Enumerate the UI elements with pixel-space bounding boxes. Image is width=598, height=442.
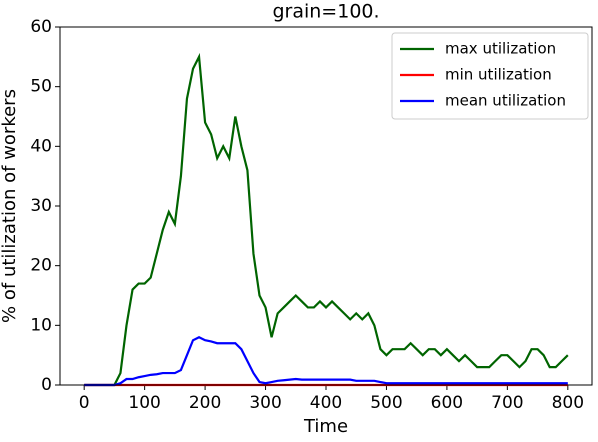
legend-label: max utilization (445, 40, 556, 58)
y-tick-label: 50 (30, 77, 52, 97)
y-tick-label: 0 (41, 375, 52, 395)
y-tick-label: 40 (30, 136, 52, 156)
x-tick-label: 400 (310, 393, 342, 413)
x-tick-label: 700 (491, 393, 523, 413)
legend-label: min utilization (445, 66, 552, 84)
legend-label: mean utilization (445, 92, 566, 110)
y-axis-label: % of utilization of workers (0, 89, 20, 323)
x-tick-label: 600 (431, 393, 463, 413)
x-tick-label: 500 (370, 393, 402, 413)
series-line (84, 52, 569, 387)
series-line (84, 336, 568, 387)
chart-title: grain=100. (272, 1, 379, 23)
x-axis-label: Time (303, 416, 348, 437)
legend-box (391, 32, 589, 120)
plot-frame (59, 26, 593, 386)
x-tick-label: 200 (189, 393, 221, 413)
y-tick-label: 30 (30, 196, 52, 216)
x-tick-label: 800 (552, 393, 584, 413)
y-tick-label: 20 (30, 256, 52, 276)
x-tick-label: 0 (79, 393, 90, 413)
x-tick-label: 100 (128, 393, 160, 413)
y-tick-label: 60 (30, 17, 52, 37)
y-tick-label: 10 (30, 315, 52, 335)
x-tick-label: 300 (249, 393, 281, 413)
